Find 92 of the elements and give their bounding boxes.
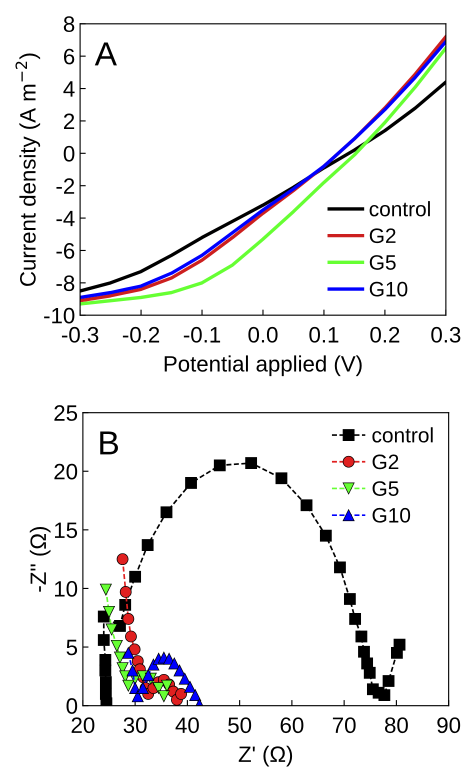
- point: [344, 593, 356, 605]
- x-axis-title: Z' (Ω): [238, 746, 292, 767]
- y-tick-label: -10: [44, 308, 74, 324]
- x-tick-label: 70: [332, 717, 356, 734]
- point: [358, 646, 370, 658]
- point: [119, 598, 132, 611]
- y-tick-label: 5: [66, 640, 78, 656]
- point: [106, 624, 118, 636]
- point: [334, 561, 346, 574]
- y-tick-label: 6: [64, 48, 74, 64]
- point: [142, 539, 154, 551]
- point: [129, 570, 142, 583]
- x-tick-label: 50: [228, 717, 252, 734]
- point: [158, 690, 170, 702]
- x-tick-label: 0.2: [370, 326, 400, 343]
- point: [132, 690, 144, 702]
- point: [382, 675, 394, 687]
- y-tick-label: 8: [64, 16, 74, 32]
- y-tick-label: 4: [63, 81, 75, 97]
- y-tick-label: -8: [56, 275, 74, 292]
- y-tick-label: -2: [56, 178, 74, 194]
- point: [122, 613, 134, 625]
- y-tick-label: 15: [54, 522, 78, 538]
- point: [394, 638, 406, 651]
- legend-label: control: [370, 201, 430, 216]
- x-tick-label: -0.2: [122, 326, 160, 343]
- x-tick-label: -0.1: [184, 326, 220, 343]
- point: [276, 472, 288, 484]
- y-tick-label: -6: [56, 243, 74, 259]
- y-axis-title: Current density (A m$^{−2}$): [15, 54, 40, 286]
- point: [120, 586, 132, 598]
- point: [355, 630, 368, 642]
- legend-label: G10: [372, 508, 410, 523]
- x-tick-label: 40: [176, 717, 199, 734]
- point: [175, 688, 188, 700]
- point: [122, 646, 134, 659]
- point: [100, 584, 112, 596]
- legend-label: control: [372, 427, 433, 443]
- point: [100, 676, 112, 688]
- point: [122, 680, 134, 692]
- x-tick-label: 90: [437, 717, 460, 734]
- y-tick-label: 10: [54, 580, 78, 597]
- point: [99, 654, 112, 666]
- point: [320, 530, 332, 542]
- legend-label: G10: [370, 282, 408, 297]
- point: [137, 682, 149, 694]
- point: [110, 640, 123, 652]
- point: [114, 652, 126, 664]
- point: [100, 688, 112, 700]
- point: [152, 682, 165, 694]
- legend-label: G2: [370, 228, 396, 244]
- y-tick-label: 20: [54, 464, 78, 480]
- annotation: B: [100, 431, 118, 454]
- y-tick-label: 0: [64, 146, 74, 162]
- y-tick-label: 2: [64, 113, 74, 129]
- x-tick-label: 30: [124, 717, 147, 734]
- point: [214, 459, 226, 472]
- point: [185, 477, 197, 489]
- legend-label: G5: [372, 481, 398, 496]
- point: [364, 666, 376, 679]
- legend-label: G5: [370, 255, 396, 270]
- point: [98, 634, 110, 646]
- y-tick-label: -4: [56, 210, 75, 226]
- point: [189, 689, 202, 701]
- legend-label: G2: [372, 454, 398, 470]
- point: [125, 630, 137, 642]
- x-tick-label: 0.1: [309, 326, 338, 343]
- y-tick-label: 0: [66, 698, 78, 714]
- point: [184, 680, 196, 693]
- point: [103, 606, 115, 618]
- point: [142, 669, 154, 682]
- point: [245, 457, 258, 469]
- x-tick-label: -0.3: [62, 326, 98, 343]
- point: [160, 506, 172, 518]
- point: [174, 664, 186, 676]
- point: [128, 643, 141, 656]
- point: [178, 672, 191, 685]
- x-tick-label: 60: [280, 717, 304, 734]
- point: [168, 658, 180, 670]
- x-axis-title: Potential applied (V): [164, 355, 362, 376]
- annotation: A: [94, 42, 117, 66]
- point: [349, 613, 362, 625]
- point: [126, 664, 138, 676]
- y-tick-label: 25: [54, 405, 78, 421]
- x-tick-label: 0.0: [248, 326, 278, 343]
- point: [116, 553, 128, 566]
- x-tick-label: 80: [385, 717, 408, 734]
- point: [148, 658, 160, 671]
- x-tick-label: 0.3: [431, 326, 460, 343]
- y-axis-title: -Z'' (Ω): [30, 526, 51, 592]
- point: [378, 689, 390, 701]
- point: [300, 499, 312, 512]
